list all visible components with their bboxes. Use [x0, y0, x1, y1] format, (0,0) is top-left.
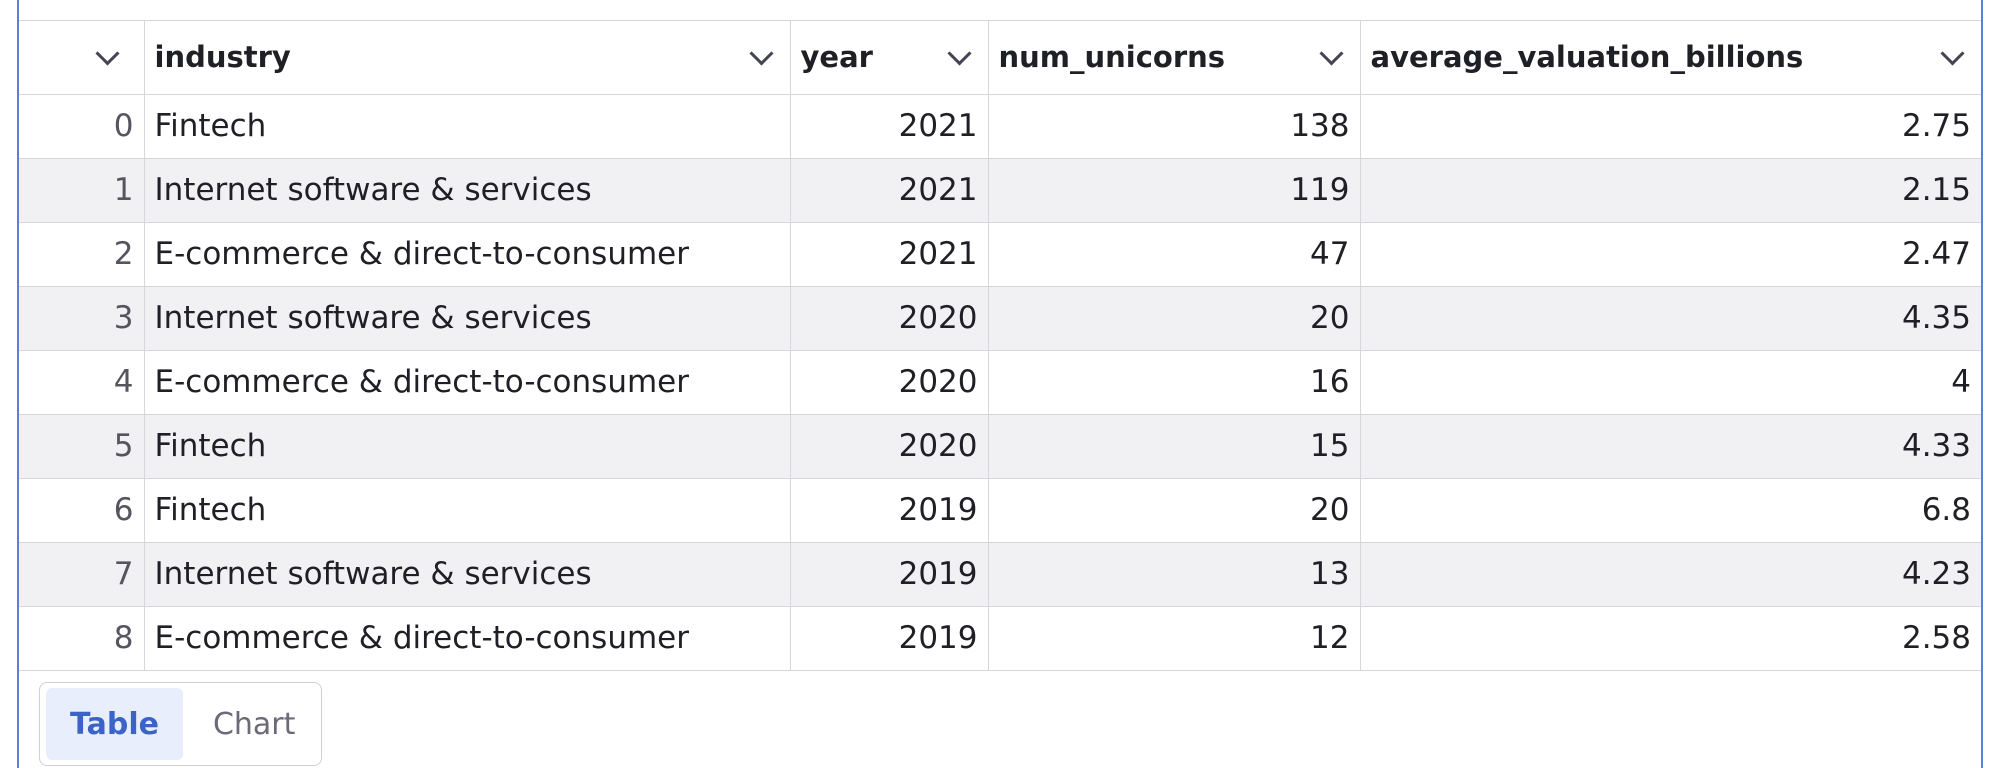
- average-valuation-cell: 4.23: [1360, 542, 1981, 607]
- average-valuation-cell: 4.33: [1360, 414, 1981, 479]
- table-row: 2 E-commerce & direct-to-consumer 2021 4…: [19, 222, 1981, 287]
- row-index-cell: 6: [19, 478, 145, 543]
- dataframe-output: industry year num_unicorns: [17, 0, 1983, 768]
- column-header-index[interactable]: [19, 21, 145, 95]
- view-toggle: Table Chart: [39, 682, 322, 766]
- table-row: 7 Internet software & services 2019 13 4…: [19, 542, 1981, 607]
- column-header-num-unicorns[interactable]: num_unicorns: [988, 21, 1361, 95]
- table-row: 3 Internet software & services 2020 20 4…: [19, 286, 1981, 351]
- chevron-down-icon[interactable]: [1940, 41, 1965, 66]
- top-divider: [19, 20, 1981, 21]
- table-row: 8 E-commerce & direct-to-consumer 2019 1…: [19, 606, 1981, 671]
- average-valuation-cell: 4: [1360, 350, 1981, 415]
- num-unicorns-cell: 47: [988, 222, 1361, 287]
- chevron-down-icon[interactable]: [94, 41, 120, 66]
- header-row: industry year num_unicorns: [19, 21, 1981, 95]
- industry-cell: Internet software & services: [144, 158, 791, 223]
- chevron-down-icon[interactable]: [1318, 41, 1344, 66]
- num-unicorns-cell: 13: [988, 542, 1361, 607]
- row-index-cell: 7: [19, 542, 145, 607]
- industry-cell: E-commerce & direct-to-consumer: [144, 606, 791, 671]
- year-cell: 2020: [790, 414, 989, 479]
- average-valuation-cell: 2.58: [1360, 606, 1981, 671]
- chevron-down-icon[interactable]: [946, 41, 972, 66]
- average-valuation-cell: 2.75: [1360, 94, 1981, 159]
- num-unicorns-cell: 20: [988, 286, 1361, 351]
- year-cell: 2020: [790, 350, 989, 415]
- average-valuation-cell: 6.8: [1360, 478, 1981, 543]
- year-cell: 2019: [790, 478, 989, 543]
- year-cell: 2019: [790, 606, 989, 671]
- row-index-cell: 2: [19, 222, 145, 287]
- row-index-cell: 8: [19, 606, 145, 671]
- row-index-cell: 0: [19, 94, 145, 159]
- industry-cell: Fintech: [144, 94, 791, 159]
- row-index-cell: 4: [19, 350, 145, 415]
- column-header-label: industry: [154, 40, 291, 75]
- table-row: 0 Fintech 2021 138 2.75: [19, 94, 1981, 159]
- industry-cell: Internet software & services: [144, 542, 791, 607]
- industry-cell: Fintech: [144, 478, 791, 543]
- year-cell: 2021: [790, 158, 989, 223]
- year-cell: 2021: [790, 222, 989, 287]
- tab-chart[interactable]: Chart: [212, 706, 296, 742]
- chevron-down-icon[interactable]: [748, 41, 774, 66]
- column-header-industry[interactable]: industry: [144, 21, 791, 95]
- column-header-average-valuation-billions[interactable]: average_valuation_billions: [1360, 21, 1981, 95]
- table-row: 1 Internet software & services 2021 119 …: [19, 158, 1981, 223]
- num-unicorns-cell: 16: [988, 350, 1361, 415]
- industry-cell: E-commerce & direct-to-consumer: [144, 350, 791, 415]
- table-row: 5 Fintech 2020 15 4.33: [19, 414, 1981, 479]
- average-valuation-cell: 4.35: [1360, 286, 1981, 351]
- column-header-label: year: [800, 40, 873, 75]
- row-index-cell: 5: [19, 414, 145, 479]
- year-cell: 2019: [790, 542, 989, 607]
- row-index-cell: 1: [19, 158, 145, 223]
- data-table: industry year num_unicorns: [19, 21, 1981, 671]
- industry-cell: Internet software & services: [144, 286, 791, 351]
- row-index-cell: 3: [19, 286, 145, 351]
- average-valuation-cell: 2.15: [1360, 158, 1981, 223]
- column-header-year[interactable]: year: [790, 21, 989, 95]
- num-unicorns-cell: 12: [988, 606, 1361, 671]
- num-unicorns-cell: 20: [988, 478, 1361, 543]
- industry-cell: Fintech: [144, 414, 791, 479]
- average-valuation-cell: 2.47: [1360, 222, 1981, 287]
- table-row: 4 E-commerce & direct-to-consumer 2020 1…: [19, 350, 1981, 415]
- num-unicorns-cell: 138: [988, 94, 1361, 159]
- year-cell: 2020: [790, 286, 989, 351]
- num-unicorns-cell: 119: [988, 158, 1361, 223]
- tab-table[interactable]: Table: [46, 688, 183, 760]
- table-row: 6 Fintech 2019 20 6.8: [19, 478, 1981, 543]
- year-cell: 2021: [790, 94, 989, 159]
- column-header-label: num_unicorns: [998, 40, 1226, 75]
- num-unicorns-cell: 15: [988, 414, 1361, 479]
- column-header-label: average_valuation_billions: [1370, 40, 1804, 75]
- industry-cell: E-commerce & direct-to-consumer: [144, 222, 791, 287]
